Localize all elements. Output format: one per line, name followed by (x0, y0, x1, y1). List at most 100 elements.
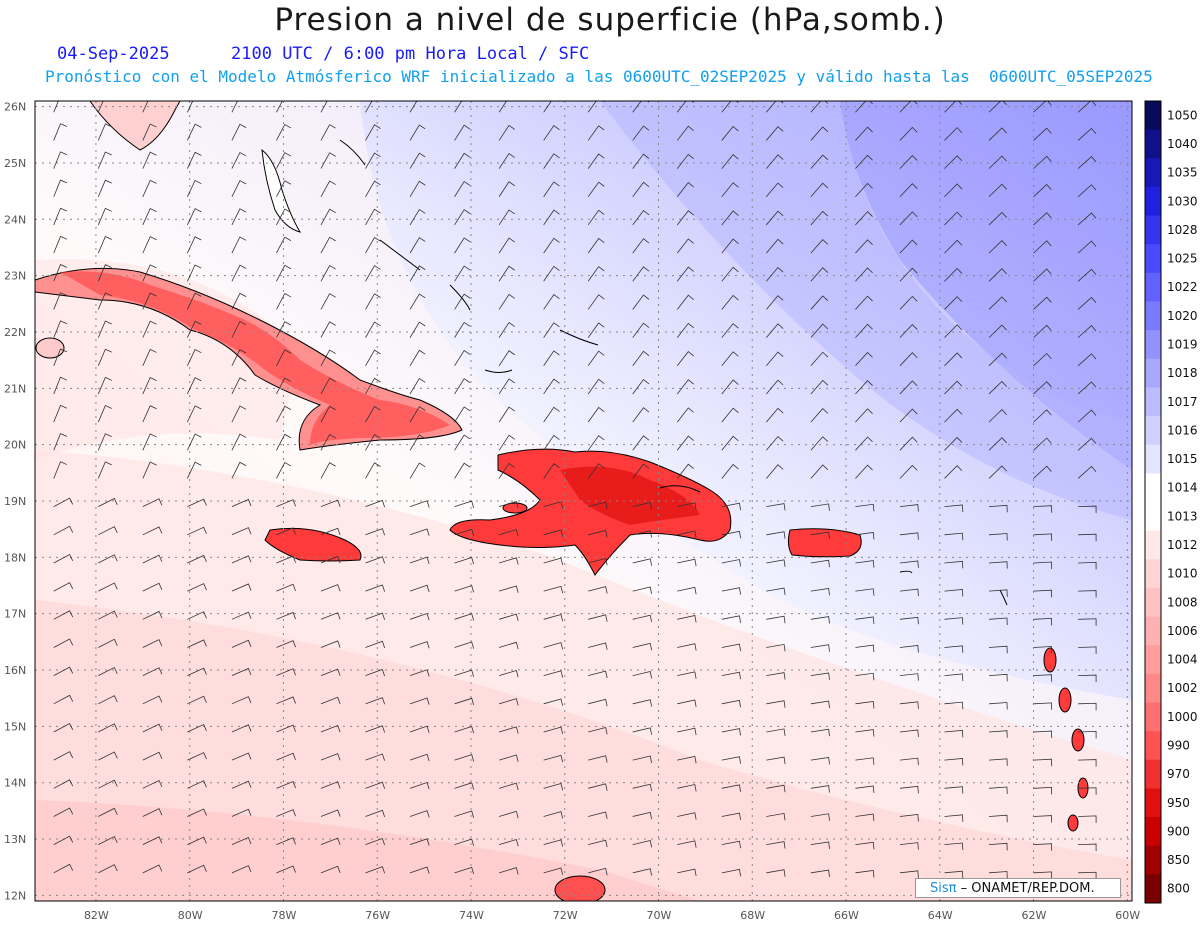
colorbar-label: 1016 (1167, 423, 1198, 437)
lon-label: 72W (553, 909, 578, 922)
colorbar-swatch (1145, 559, 1161, 589)
colorbar-swatch (1145, 416, 1161, 446)
colorbar-swatch (1145, 845, 1161, 875)
hispaniola-island (449, 448, 732, 576)
colorbar-swatch (1145, 244, 1161, 274)
colorbar-label: 1004 (1167, 653, 1198, 667)
colorbar-label: 1019 (1167, 337, 1198, 351)
colorbar-swatch (1145, 645, 1161, 675)
lon-label: 78W (271, 909, 296, 922)
colorbar-label: 1013 (1167, 509, 1198, 523)
lon-label: 74W (459, 909, 484, 922)
colorbar-label: 1050 (1167, 108, 1198, 122)
lon-label: 62W (1022, 909, 1047, 922)
lon-label: 60W (1115, 909, 1140, 922)
lon-label: 68W (740, 909, 765, 922)
colorbar-label: 1040 (1167, 137, 1198, 151)
colorbar-label: 1010 (1167, 567, 1198, 581)
colorbar-swatch (1145, 530, 1161, 560)
lat-label: 13N (4, 833, 26, 846)
lon-label: 82W (84, 909, 109, 922)
model-info: Pronóstico con el Modelo Atmósferico WRF… (45, 67, 1153, 86)
grid-lines (35, 101, 1132, 901)
colorbar-swatch (1145, 358, 1161, 388)
colorbar-swatch (1145, 186, 1161, 217)
lat-label: 12N (4, 889, 26, 902)
puerto-rico-island (787, 528, 862, 558)
lat-label: 20N (4, 439, 26, 452)
colorbar-swatch (1145, 444, 1161, 474)
brand-logo: Sisπ (930, 881, 957, 896)
colorbar-label: 1017 (1167, 395, 1198, 409)
lat-label: 22N (4, 326, 26, 339)
colorbar-label: 900 (1167, 824, 1190, 838)
colorbar-label: 1030 (1167, 194, 1198, 208)
lon-label: 64W (928, 909, 953, 922)
colorbar-swatch (1145, 272, 1161, 302)
colorbar-swatch (1145, 788, 1161, 818)
colorbar-label: 800 (1167, 882, 1190, 896)
colorbar-swatch (1145, 129, 1161, 159)
colorbar-swatch (1145, 301, 1161, 331)
lon-label: 66W (834, 909, 859, 922)
colorbar-label: 1008 (1167, 595, 1198, 609)
colorbar-label: 1020 (1167, 309, 1198, 323)
colorbar-label: 1035 (1167, 166, 1198, 180)
colorbar-label: 1012 (1167, 538, 1198, 552)
colorbar-label: 1018 (1167, 366, 1198, 380)
colorbar-swatch (1145, 817, 1161, 847)
colorbar-swatch (1145, 101, 1161, 131)
colorbar-swatch (1145, 473, 1161, 503)
lat-label: 24N (4, 213, 26, 226)
lon-label: 70W (647, 909, 672, 922)
colorbar-label: 1015 (1167, 452, 1198, 466)
lat-label: 26N (4, 101, 26, 114)
lat-label: 14N (4, 777, 26, 790)
lat-label: 16N (4, 664, 26, 677)
longitude-labels: 82W 80W 78W 76W 74W 72W 70W 68W 66W 64W 62W 60W (84, 909, 1140, 922)
valid-time: 2100 UTC / 6:00 pm Hora Local / SFC (231, 44, 590, 64)
lat-label: 23N (4, 270, 26, 283)
colorbar-swatch (1145, 215, 1161, 245)
latitude-labels: 26N 25N 24N 23N 22N 21N 20N 19N 18N 17N 16N 15N 14N 1… (4, 101, 26, 903)
colorbar-swatch (1145, 759, 1161, 789)
colorbar-swatch (1145, 330, 1161, 360)
lat-label: 18N (4, 551, 26, 564)
lat-label: 19N (4, 495, 26, 508)
colorbar-label: 1025 (1167, 252, 1198, 266)
colorbar-label: 1014 (1167, 481, 1198, 495)
colorbar-swatch (1145, 387, 1161, 417)
colorbar-swatch (1145, 673, 1161, 703)
colorbar-label: 1028 (1167, 223, 1198, 237)
plot-area (35, 101, 1132, 901)
colorbar-label: 1006 (1167, 624, 1198, 638)
colorbar-label: 1002 (1167, 681, 1198, 695)
colorbar-label: 950 (1167, 796, 1190, 810)
colorbar-swatch (1145, 587, 1161, 618)
colorbar-swatch (1145, 158, 1161, 188)
colorbar-swatch (1145, 502, 1161, 532)
wind-barbs (53, 101, 1097, 880)
lat-label: 21N (4, 382, 26, 395)
date-time-line: 04-Sep-2025 2100 UTC / 6:00 pm Hora Loca… (57, 44, 589, 64)
lat-label: 17N (4, 608, 26, 621)
colorbar-label: 850 (1167, 853, 1190, 867)
lat-label: 25N (4, 157, 26, 170)
colorbar-label: 1022 (1167, 280, 1198, 294)
plot-frame (34, 100, 1133, 902)
colorbar-swatch (1145, 702, 1161, 732)
colorbar-swatch (1145, 731, 1161, 761)
lon-label: 76W (365, 909, 390, 922)
credit-box: Sisπ – ONAMET/REP.DOM. (915, 878, 1121, 898)
lon-label: 80W (178, 909, 203, 922)
credit-text: – ONAMET/REP.DOM. (956, 881, 1095, 896)
colorbar-label: 990 (1167, 738, 1190, 752)
colorbar-label: 970 (1167, 767, 1190, 781)
colorbar-swatch (1145, 874, 1161, 904)
forecast-date: 04-Sep-2025 (57, 44, 170, 64)
map-title: Presion a nivel de superficie (hPa,somb.… (274, 2, 946, 38)
lat-label: 15N (4, 720, 26, 733)
colorbar-label: 1000 (1167, 710, 1198, 724)
colorbar: 1050 1040 1035 1030 1028 1025 1022 1020 1019 1018… (1144, 100, 1198, 904)
